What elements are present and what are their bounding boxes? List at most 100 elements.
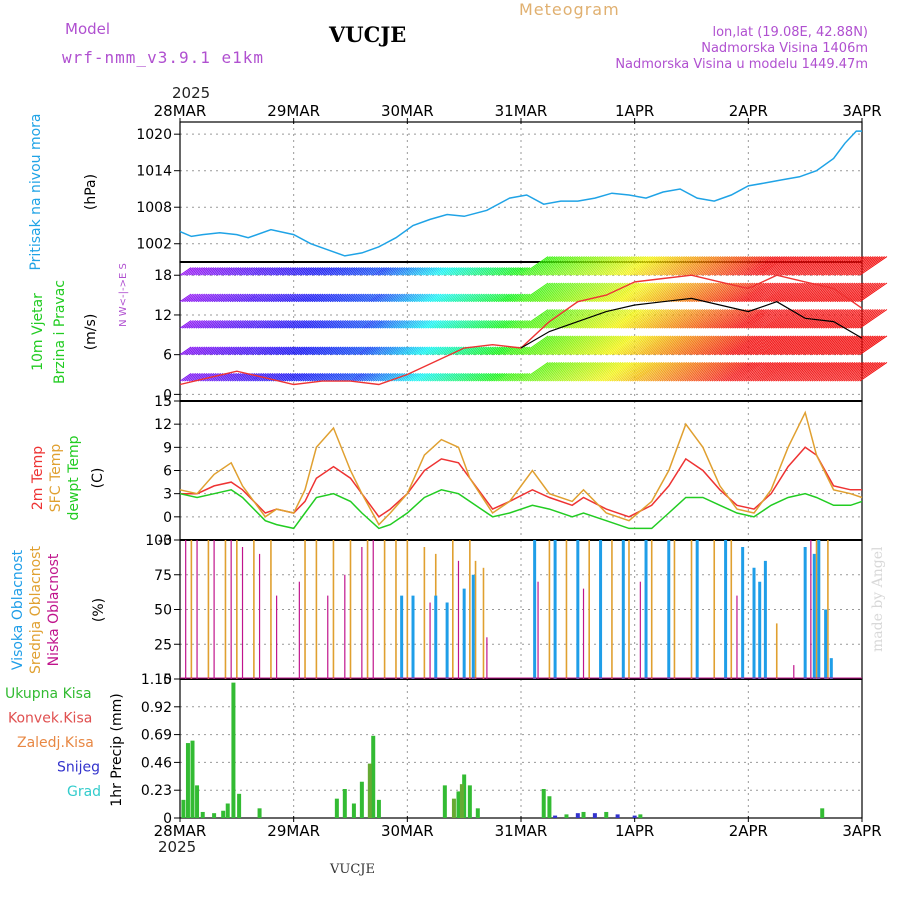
precip-bar	[462, 774, 467, 818]
wind-barb	[197, 320, 210, 329]
year-bottom: 2025	[158, 838, 197, 856]
wind-barb	[657, 282, 685, 303]
precip-bar	[257, 808, 262, 818]
wind-barb	[313, 373, 326, 382]
wind-barb	[429, 293, 442, 303]
wind-barb	[779, 282, 808, 303]
wind-barb	[495, 267, 508, 276]
wind-barb	[397, 293, 410, 303]
wind-barb	[350, 346, 362, 356]
wind-barb	[216, 346, 228, 356]
wind-barb	[732, 362, 760, 382]
wind-barb	[316, 293, 328, 303]
wind-barb	[286, 320, 299, 329]
wind-barb	[779, 335, 808, 356]
wind-barb	[648, 256, 676, 276]
x-tick-label-top: 30MAR	[381, 102, 434, 120]
wind-barb	[766, 282, 795, 303]
wind-barb	[404, 346, 417, 356]
wind-barb	[479, 293, 492, 303]
wind-barb	[834, 256, 863, 276]
wind-barb	[627, 282, 656, 303]
wind-barb	[238, 373, 251, 382]
y-tick-label: 3	[163, 487, 172, 503]
wind-barb	[793, 362, 822, 382]
wind-barb	[232, 346, 244, 356]
wind-barb	[607, 256, 635, 276]
wind-barb	[745, 282, 774, 303]
wind-barb	[495, 320, 508, 329]
wind-barb	[361, 346, 374, 356]
wind-barb	[673, 256, 701, 276]
wind-barb	[179, 320, 192, 329]
wind-barb	[441, 293, 453, 303]
wind-barb	[820, 335, 849, 356]
wind-barb	[459, 320, 472, 329]
wind-barb	[397, 267, 410, 276]
wind-barb	[313, 320, 326, 329]
wind-barb	[402, 346, 415, 356]
wind-barb	[616, 256, 644, 276]
wind-barb	[834, 282, 863, 303]
wind-barb	[261, 293, 274, 303]
wind-barb	[377, 293, 390, 303]
wind-barb	[777, 362, 806, 382]
coords-label: lon,lat (19.08E, 42.88N)	[712, 25, 868, 40]
wind-barb	[286, 267, 299, 276]
wind-barb	[211, 320, 224, 329]
wind-barb	[807, 362, 835, 382]
wind-barb	[191, 293, 203, 303]
wind-barb	[488, 346, 501, 356]
wind-barb	[623, 335, 651, 356]
wind-barb	[552, 362, 581, 382]
wind-barb	[291, 346, 303, 356]
wind-barb	[277, 267, 290, 276]
wind-barb	[679, 335, 708, 356]
wind-barb	[475, 346, 488, 356]
wind-barb	[786, 309, 815, 329]
wind-barb	[341, 267, 353, 276]
wind-barb	[557, 256, 585, 276]
wind-barb	[293, 346, 306, 356]
y-tick-label: 6	[163, 464, 172, 480]
wind-barb	[432, 320, 444, 329]
wind-barb	[582, 256, 610, 276]
wind-barb	[300, 267, 312, 276]
wind-barb	[784, 309, 813, 329]
wind-barb	[522, 282, 551, 303]
wind-barb	[254, 267, 267, 276]
wind-barb	[322, 346, 335, 356]
wind-barb	[302, 373, 315, 382]
wind-barb	[181, 346, 194, 356]
y-tick-label: 0	[163, 387, 172, 403]
wind-barb	[682, 362, 710, 382]
wind-barb	[754, 309, 783, 329]
wind-barb	[488, 320, 501, 329]
wind-barb	[463, 267, 476, 276]
wind-barb	[745, 362, 774, 382]
wind-barb	[179, 267, 192, 276]
wind-barb	[468, 373, 481, 382]
wind-barb	[852, 309, 881, 329]
wind-barb	[527, 282, 556, 303]
wind-barb	[279, 346, 292, 356]
wind-barb	[573, 282, 601, 303]
wind-barb	[181, 373, 194, 382]
wind-barb	[827, 282, 856, 303]
wind-barb	[541, 362, 569, 382]
precip-bar	[225, 803, 230, 818]
wind-barb	[591, 256, 619, 276]
wind-barb	[698, 256, 726, 276]
wind-barb	[818, 282, 847, 303]
wind-barb	[768, 309, 797, 329]
wind-barb	[218, 320, 231, 329]
wind-barb	[652, 362, 681, 382]
wind-barb	[616, 335, 644, 356]
wind-barb	[804, 256, 833, 276]
wind-barb	[345, 267, 358, 276]
wind-barb	[786, 335, 815, 356]
wind-barb	[188, 293, 201, 303]
precip-bar	[334, 798, 339, 818]
wind-barb	[216, 373, 228, 382]
x-tick-label-bottom: 30MAR	[381, 822, 434, 840]
